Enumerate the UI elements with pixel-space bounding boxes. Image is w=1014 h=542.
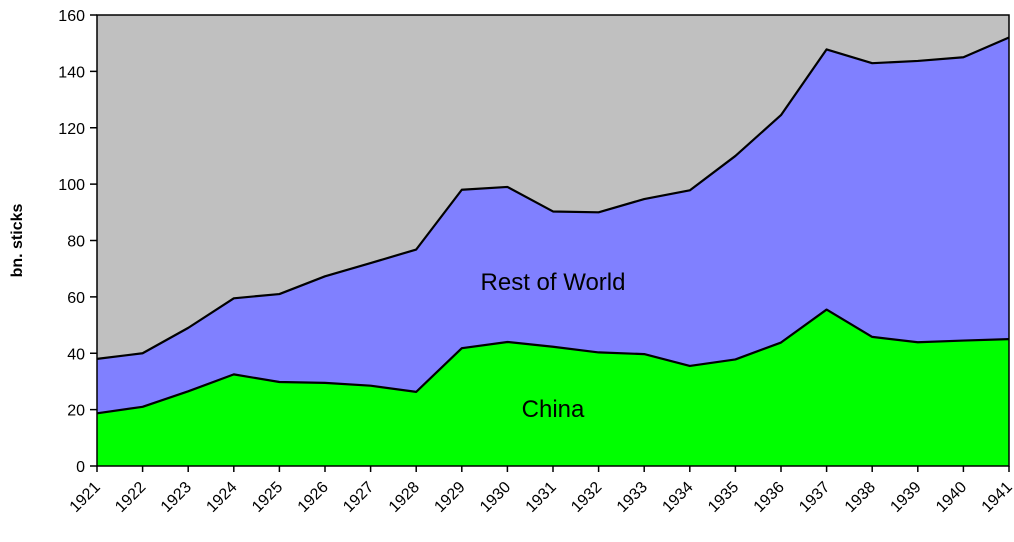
y-tick-label: 120 <box>58 121 85 138</box>
line-china <box>96 308 1010 415</box>
y-tick-label: 80 <box>67 234 85 251</box>
y-tick-label: 100 <box>58 177 85 194</box>
x-tick-label: 1936 <box>751 479 788 516</box>
series-areas <box>97 37 1009 466</box>
series-label-rest-of-world: Rest of World <box>481 269 626 296</box>
x-tick-label: 1925 <box>249 479 286 516</box>
line-rest-of-world <box>96 36 1010 360</box>
x-tick-label: 1927 <box>340 479 377 516</box>
y-tick-label: 160 <box>58 8 85 25</box>
y-axis-title: bn. sticks <box>9 204 26 278</box>
x-tick-label: 1941 <box>979 479 1014 516</box>
y-axis: 0 20 40 60 80 100 120 140 160 <box>58 8 97 476</box>
x-tick-label: 1933 <box>614 479 651 516</box>
area-china <box>97 309 1009 466</box>
series-lines <box>96 36 1010 415</box>
x-tick-label: 1922 <box>112 479 149 516</box>
y-tick-label: 140 <box>58 64 85 81</box>
x-tick-label: 1923 <box>158 479 195 516</box>
x-tick-label: 1939 <box>887 479 924 516</box>
x-tick-label: 1921 <box>67 479 104 516</box>
x-tick-label: 1937 <box>796 479 833 516</box>
y-tick-label: 0 <box>76 459 85 476</box>
x-tick-label: 1930 <box>477 479 514 516</box>
x-tick-label: 1938 <box>842 479 879 516</box>
x-tick-label: 1928 <box>386 479 423 516</box>
series-label-china: China <box>522 396 585 423</box>
y-tick-label: 40 <box>67 346 85 363</box>
x-tick-label: 1932 <box>568 479 605 516</box>
x-tick-label: 1924 <box>203 479 240 516</box>
y-tick-label: 60 <box>67 290 85 307</box>
y-tick-label: 20 <box>67 403 85 420</box>
x-axis: 1921 1922 1923 1924 1925 1926 1927 1928 1929 1930… <box>67 466 1014 516</box>
x-tick-label: 1934 <box>659 479 696 516</box>
x-tick-label: 1935 <box>705 479 742 516</box>
x-tick-label: 1940 <box>933 479 970 516</box>
x-tick-label: 1929 <box>431 479 468 516</box>
x-tick-label: 1931 <box>523 479 560 516</box>
area-rest-of-world <box>97 37 1009 414</box>
x-tick-label: 1926 <box>295 479 332 516</box>
plot-area <box>96 14 1010 467</box>
